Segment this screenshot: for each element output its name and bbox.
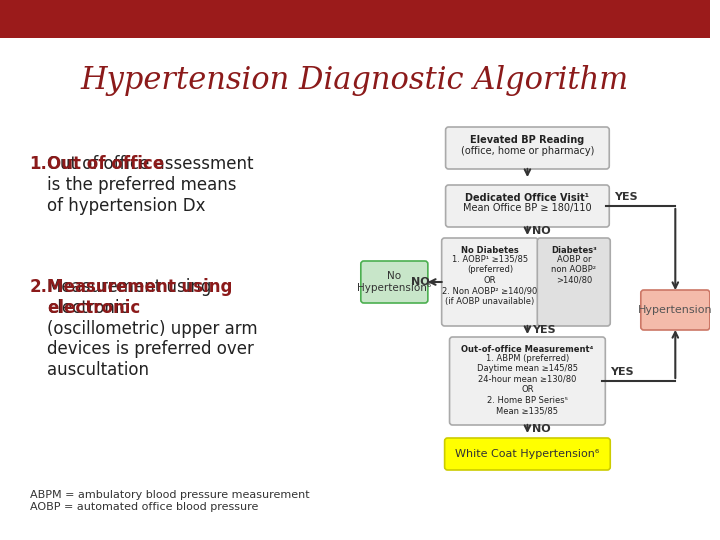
Text: Measurement using
electronic: Measurement using electronic [48,278,233,317]
Text: Hypertension: Hypertension [638,305,713,315]
Text: YES: YES [532,325,556,335]
Text: Mean Office BP ≥ 180/110: Mean Office BP ≥ 180/110 [463,204,592,213]
Text: YES: YES [614,192,638,202]
FancyBboxPatch shape [445,438,611,470]
Text: Measurement using
electronic
(oscillometric) upper arm
devices is preferred over: Measurement using electronic (oscillomet… [48,278,258,379]
Text: Out-of-office Measurement⁴: Out-of-office Measurement⁴ [462,345,593,354]
Text: No Diabetes: No Diabetes [461,246,519,255]
Text: Diabetes³: Diabetes³ [551,246,597,255]
FancyBboxPatch shape [441,238,539,326]
Text: No
Hypertension⁶: No Hypertension⁶ [357,271,431,293]
Text: Elevated BP Reading: Elevated BP Reading [470,135,585,145]
Text: White Coat Hypertension⁶: White Coat Hypertension⁶ [455,449,600,459]
Text: ABPM = ambulatory blood pressure measurement
AOBP = automated office blood press: ABPM = ambulatory blood pressure measure… [30,490,309,511]
Text: NO: NO [532,226,551,236]
Text: AOBP or
non AOBP²
>140/80: AOBP or non AOBP² >140/80 [552,255,596,285]
Text: 1. AOBP¹ ≥135/85
(preferred)
OR
2. Non AOBP² ≥140/90
(if AOBP unavailable): 1. AOBP¹ ≥135/85 (preferred) OR 2. Non A… [442,255,538,306]
Text: Hypertension Diagnostic Algorithm: Hypertension Diagnostic Algorithm [81,64,629,96]
FancyBboxPatch shape [641,290,710,330]
Text: 2.: 2. [30,278,48,296]
FancyBboxPatch shape [537,238,611,326]
Text: NO: NO [532,424,551,434]
Text: 1.: 1. [30,155,48,173]
FancyBboxPatch shape [361,261,428,303]
Text: YES: YES [611,367,634,377]
FancyBboxPatch shape [446,185,609,227]
Text: (office, home or pharmacy): (office, home or pharmacy) [461,145,594,156]
Bar [0,0,710,38]
Text: NO: NO [411,277,430,287]
Text: 1. ABPM (preferred)
Daytime mean ≥145/85
24-hour mean ≥130/80
OR
2. Home BP Seri: 1. ABPM (preferred) Daytime mean ≥145/85… [477,354,578,415]
FancyBboxPatch shape [449,337,606,425]
Text: Out of office: Out of office [48,155,164,173]
FancyBboxPatch shape [446,127,609,169]
Text: Dedicated Office Visit¹: Dedicated Office Visit¹ [465,193,590,203]
Text: Out of office assessment
is the preferred means
of hypertension Dx: Out of office assessment is the preferre… [48,155,254,214]
